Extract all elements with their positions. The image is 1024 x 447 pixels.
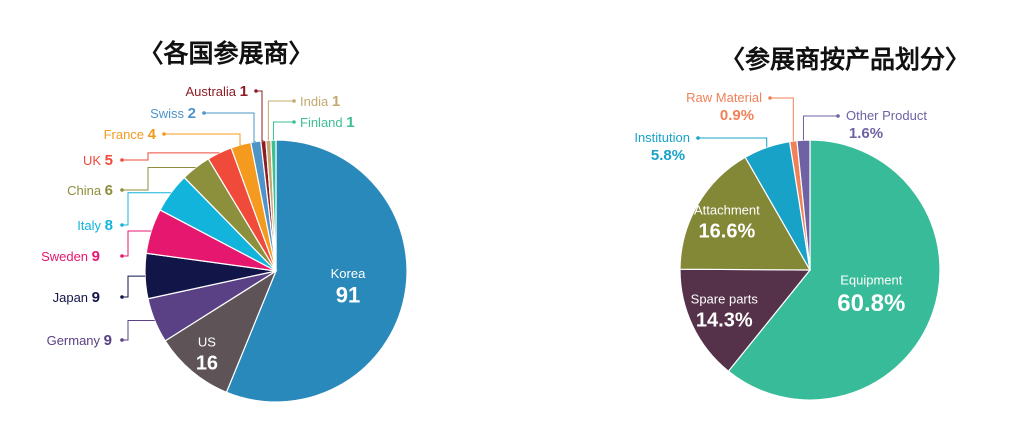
- pie-slice-attachment: [679, 156, 812, 271]
- slice-value-japan: 9: [92, 289, 100, 306]
- slice-value-other-product: 1.6%: [849, 125, 883, 142]
- leader-line-swiss: [204, 112, 256, 143]
- leader-dot-china: [120, 188, 124, 192]
- leader-line-australia: [256, 90, 264, 142]
- pie-slice-spare-parts: [679, 268, 812, 373]
- slice-label-attachment: Attachment: [694, 203, 760, 218]
- slice-value-uk: 5: [105, 152, 113, 169]
- leader-line-institution: [698, 137, 768, 148]
- slice-label-equipment: Equipment: [840, 273, 903, 288]
- pie-slice-equipment: [727, 139, 941, 401]
- leader-dot-finland: [292, 120, 296, 124]
- slice-value-us: 16: [196, 352, 218, 374]
- slice-label-china: China 6: [67, 182, 113, 199]
- leader-dot-germany: [120, 338, 124, 342]
- leader-dot-other-product: [836, 114, 840, 118]
- slice-value-raw-material: 0.9%: [720, 107, 754, 124]
- pie-slice-finland: [270, 139, 277, 272]
- leader-dot-institution: [696, 136, 700, 140]
- slice-label-korea: Korea: [331, 266, 366, 281]
- country-chart-title: 〈各国参展商〉: [138, 39, 313, 68]
- leader-dot-uk: [120, 158, 124, 162]
- slice-label-us: US: [198, 334, 216, 349]
- slice-label-other-product: Other Product: [846, 108, 927, 123]
- slice-label-institution: Institution: [634, 130, 690, 145]
- leader-line-germany: [122, 320, 155, 341]
- slice-value-germany: 9: [104, 332, 112, 349]
- slice-label-finland: Finland 1: [300, 114, 355, 131]
- product-chart-title: 〈参展商按产品划分〉: [720, 45, 970, 74]
- slice-value-spare-parts: 14.3%: [696, 310, 753, 332]
- leader-line-other-product: [802, 115, 838, 141]
- slice-label-swiss: Swiss 2: [150, 105, 196, 122]
- slice-value-finland: 1: [346, 114, 354, 131]
- slice-label-india: India 1: [300, 93, 340, 110]
- slice-value-korea: 91: [336, 283, 360, 308]
- leader-line-uk: [122, 152, 220, 161]
- slice-value-equipment: 60.8%: [837, 290, 905, 317]
- leader-line-japan: [122, 275, 146, 298]
- slice-label-raw-material: Raw Material: [686, 90, 762, 105]
- slice-label-japan: Japan 9: [53, 289, 100, 306]
- leader-line-india: [267, 100, 294, 141]
- slice-value-swiss: 2: [188, 105, 196, 122]
- slice-value-france: 4: [148, 126, 157, 143]
- product-pie-chart: 〈参展商按产品划分〉 Equipment 60.8% Spare parts 14.3…: [634, 45, 970, 401]
- leader-dot-france: [162, 132, 166, 136]
- leader-dot-australia: [254, 89, 258, 93]
- slice-value-attachment: 16.6%: [699, 221, 756, 243]
- leader-dot-italy: [120, 223, 124, 227]
- leader-line-china: [122, 166, 196, 191]
- leader-line-finland: [272, 121, 294, 141]
- leader-dot-raw-material: [768, 96, 772, 100]
- leader-dot-swiss: [202, 111, 206, 115]
- slice-value-italy: 8: [105, 217, 113, 234]
- leader-dot-sweden: [120, 254, 124, 258]
- slice-label-uk: UK 5: [83, 152, 113, 169]
- slice-label-france: France 4: [104, 126, 157, 143]
- slice-value-india: 1: [332, 93, 340, 110]
- pie-slice-korea: [225, 139, 408, 403]
- leader-line-sweden: [122, 230, 152, 257]
- leader-line-italy: [122, 192, 171, 226]
- slice-value-china: 6: [105, 182, 113, 199]
- pie-slice-us: [164, 269, 278, 394]
- slice-label-italy: Italy 8: [77, 217, 113, 234]
- slice-label-australia: Australia 1: [185, 83, 248, 100]
- slice-value-institution: 5.8%: [651, 147, 685, 164]
- slice-label-germany: Germany 9: [47, 332, 112, 349]
- slice-label-spare-parts: Spare parts: [691, 292, 759, 307]
- slice-value-australia: 1: [240, 83, 248, 100]
- slice-value-sweden: 9: [92, 248, 100, 265]
- leader-line-raw-material: [770, 97, 794, 142]
- leader-dot-japan: [120, 295, 124, 299]
- leader-dot-india: [292, 99, 296, 103]
- leader-line-france: [164, 133, 241, 146]
- slice-label-sweden: Sweden 9: [41, 248, 100, 265]
